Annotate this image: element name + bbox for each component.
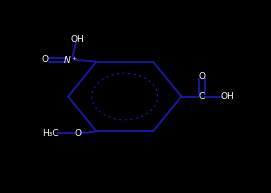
Text: O: O <box>74 129 81 138</box>
Text: C: C <box>198 92 205 101</box>
Text: O: O <box>198 72 205 81</box>
Text: $N^+$: $N^+$ <box>63 54 78 66</box>
Text: OH: OH <box>220 92 234 101</box>
Text: OH: OH <box>71 35 84 44</box>
Text: O: O <box>42 55 49 64</box>
Text: H₃C: H₃C <box>42 129 59 138</box>
